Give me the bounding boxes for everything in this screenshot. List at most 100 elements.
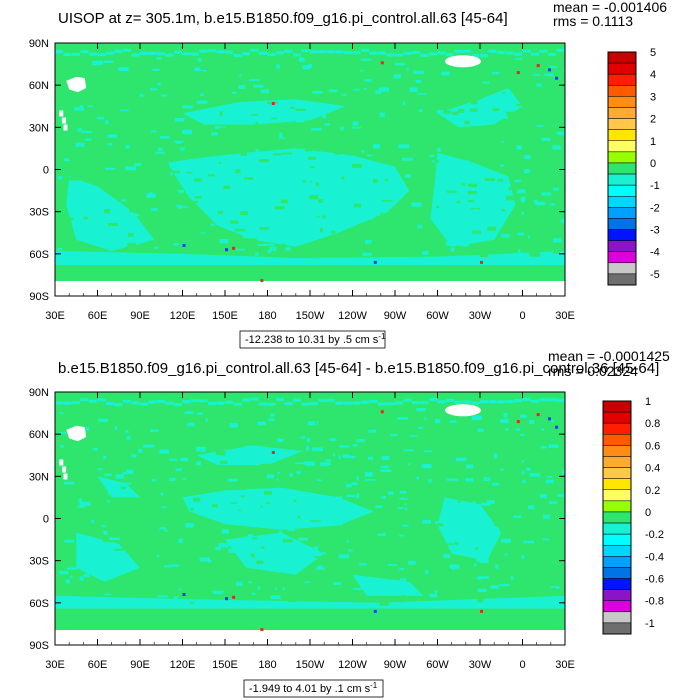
- field-cell: [420, 53, 429, 57]
- field-cell: [399, 534, 406, 537]
- field-cell: [278, 442, 282, 447]
- field-cell: [550, 150, 561, 156]
- field-cell: [459, 160, 470, 164]
- field-cell: [404, 601, 414, 604]
- field-cell: [127, 243, 137, 247]
- field-cell: [196, 461, 201, 466]
- field-cell: [242, 523, 248, 526]
- colorbar-swatch: [607, 184, 637, 197]
- field-cell: [452, 77, 462, 81]
- field-cell: [471, 415, 482, 421]
- field-cell: [522, 253, 526, 256]
- field-cell: [403, 51, 412, 55]
- field-cell: [60, 220, 71, 222]
- anomaly-region: [430, 152, 516, 247]
- plot-title: UISOP at z= 305.1m, b.e15.B1850.f09_g16.…: [58, 10, 508, 27]
- field-cell: [151, 208, 158, 211]
- x-tick-label: 90W: [384, 310, 407, 322]
- field-cell: [406, 68, 409, 71]
- field-cell: [289, 473, 293, 477]
- colorbar-swatch: [602, 556, 632, 568]
- field-cell: [529, 473, 541, 477]
- field-cell: [369, 399, 378, 403]
- field-cell: [218, 161, 222, 164]
- x-tick-label: 30E: [45, 659, 65, 671]
- y-tick-label: 0: [43, 165, 49, 177]
- field-cell: [165, 53, 174, 57]
- field-cell: [437, 147, 441, 152]
- field-cell: [160, 136, 170, 139]
- field-cell: [540, 567, 543, 570]
- field-cell: [488, 49, 497, 53]
- field-cell: [508, 187, 511, 191]
- field-cell: [559, 203, 565, 207]
- field-cell: [73, 209, 77, 212]
- field-cell: [524, 155, 531, 160]
- field-cell: [207, 174, 215, 177]
- field-cell: [122, 534, 133, 538]
- field-cell: [560, 580, 565, 582]
- field-cell: [157, 52, 165, 56]
- field-cell: [339, 445, 350, 448]
- field-cell: [413, 583, 419, 586]
- field-cell: [504, 440, 515, 445]
- field-cell: [96, 116, 105, 120]
- field-cell: [212, 504, 218, 508]
- field-cell: [202, 462, 210, 466]
- colorbar-swatch: [602, 478, 632, 491]
- field-cell: [287, 528, 296, 531]
- hot-cell: [232, 595, 236, 599]
- field-cell: [271, 117, 277, 120]
- field-cell: [408, 463, 411, 465]
- field-cell: [488, 213, 497, 218]
- field-cell: [497, 74, 506, 78]
- field-cell: [118, 140, 122, 144]
- field-cell: [439, 190, 442, 193]
- field-cell: [315, 567, 325, 570]
- field-cell: [450, 247, 455, 252]
- field-cell: [443, 110, 452, 114]
- field-cell: [404, 442, 414, 447]
- field-cell: [164, 415, 174, 417]
- y-tick-label: 60N: [29, 429, 49, 441]
- field-cell: [443, 122, 451, 125]
- field-cell: [138, 449, 143, 453]
- field-cell: [55, 401, 63, 405]
- field-cell: [424, 417, 427, 420]
- field-cell: [429, 593, 437, 598]
- field-cell: [215, 547, 221, 551]
- field-cell: [480, 54, 488, 58]
- field-cell: [285, 247, 291, 251]
- field-cell: [490, 527, 496, 530]
- field-cell: [326, 419, 337, 422]
- field-cell: [96, 517, 107, 520]
- field-cell: [325, 80, 329, 84]
- field-cell: [434, 590, 438, 594]
- field-cell: [522, 479, 526, 484]
- field-cell: [219, 158, 228, 161]
- field-cell: [467, 129, 473, 133]
- field-cell: [125, 246, 134, 250]
- field-cell: [403, 413, 410, 416]
- field-cell: [547, 562, 555, 566]
- field-cell: [170, 451, 177, 454]
- field-cell: [384, 152, 390, 156]
- x-tick-label: 90E: [130, 310, 150, 322]
- field-cell: [211, 216, 220, 218]
- field-cell: [556, 131, 565, 135]
- field-cell: [349, 253, 354, 257]
- field-cell: [360, 58, 372, 61]
- field-cell: [280, 197, 290, 200]
- hot-cell: [516, 71, 520, 75]
- field-cell: [277, 472, 281, 474]
- field-cell: [121, 97, 131, 102]
- field-cell: [249, 79, 260, 83]
- field-cell: [549, 203, 556, 206]
- field-cell: [114, 548, 124, 551]
- field-cell: [512, 167, 516, 171]
- field-cell: [167, 65, 170, 70]
- field-cell: [113, 117, 122, 122]
- map-area: [55, 392, 565, 645]
- field-cell: [139, 467, 146, 469]
